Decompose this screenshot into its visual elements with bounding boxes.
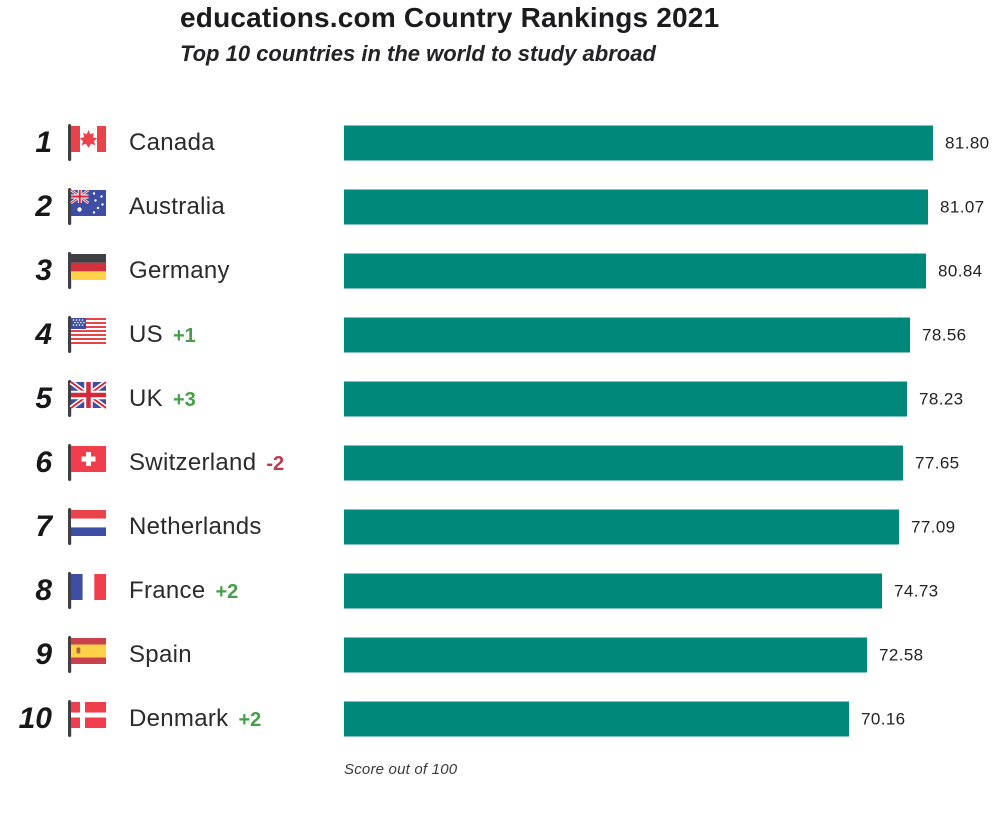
rank-change-badge: +2	[215, 581, 239, 603]
denmark-flag-icon	[65, 699, 109, 739]
germany-flag-icon	[65, 251, 109, 291]
score-bar	[344, 317, 910, 353]
country-label: Switzerland -2	[129, 449, 284, 477]
us-flag-icon	[65, 315, 109, 355]
score-bar	[344, 573, 882, 609]
score-bar-area: 77.65	[344, 445, 960, 481]
ranking-row: 6 Switzerland -2 77.65	[0, 431, 1000, 495]
score-value: 77.65	[915, 453, 960, 472]
chart-subtitle: Top 10 countries in the world to study a…	[180, 41, 656, 66]
chart-header: educations.com Country Rankings 2021 Top…	[0, 0, 1000, 67]
ranking-row: 5 UK +3 78.23	[0, 367, 1000, 431]
score-value: 77.09	[911, 517, 956, 536]
rank-number: 4	[35, 318, 52, 351]
score-bar	[344, 701, 849, 737]
score-bar	[344, 125, 933, 161]
country-label: Australia	[129, 193, 225, 221]
country-name: Germany	[129, 257, 230, 284]
country-name: Australia	[129, 193, 226, 220]
spain-flag-icon	[65, 635, 109, 675]
chart-title: educations.com Country Rankings 2021	[180, 2, 720, 33]
score-bar-area: 81.80	[344, 125, 990, 161]
country-label: Denmark +2	[129, 705, 261, 733]
rank-number: 1	[35, 126, 52, 159]
uk-flag-icon	[65, 379, 109, 419]
country-name: Canada	[129, 129, 215, 156]
score-bar	[344, 381, 907, 417]
rank-number: 9	[35, 638, 52, 671]
country-label: US +1	[129, 321, 196, 349]
ranking-row: 4 US +1 78.56	[0, 303, 1000, 367]
score-bar-area: 74.73	[344, 573, 939, 609]
score-bar-area: 78.23	[344, 381, 964, 417]
score-value: 81.80	[945, 133, 990, 152]
country-label: Canada	[129, 129, 215, 157]
score-bar	[344, 189, 928, 225]
rank-change-badge: -2	[266, 453, 285, 475]
rank-number: 2	[35, 190, 52, 223]
score-value: 78.23	[919, 389, 964, 408]
score-bar-area: 81.07	[344, 189, 985, 225]
country-name: UK	[129, 385, 163, 412]
australia-flag-icon	[65, 187, 109, 227]
score-bar-area: 80.84	[344, 253, 983, 289]
score-value: 80.84	[938, 261, 983, 280]
score-value: 74.73	[894, 581, 939, 600]
ranking-list: 1 Canada 81.80 2 Australia 81.07 3 Germa…	[0, 111, 1000, 751]
rank-change-badge: +3	[172, 389, 196, 411]
score-bar-area: 72.58	[344, 637, 924, 673]
rank-change-badge: +2	[238, 709, 262, 731]
country-name: Denmark	[129, 705, 229, 732]
ranking-row: 10 Denmark +2 70.16	[0, 687, 1000, 751]
ranking-row: 2 Australia 81.07	[0, 175, 1000, 239]
score-bar-area: 77.09	[344, 509, 956, 545]
score-bar	[344, 445, 903, 481]
score-bar	[344, 637, 867, 673]
rank-number: 7	[35, 510, 52, 543]
netherlands-flag-icon	[65, 507, 109, 547]
country-label: France +2	[129, 577, 238, 605]
rank-number: 6	[35, 446, 52, 479]
ranking-row: 7 Netherlands 77.09	[0, 495, 1000, 559]
country-label: Spain	[129, 641, 192, 669]
country-name: Switzerland	[129, 449, 257, 476]
score-bar-area: 78.56	[344, 317, 967, 353]
ranking-row: 9 Spain 72.58	[0, 623, 1000, 687]
ranking-row: 1 Canada 81.80	[0, 111, 1000, 175]
country-name: US	[129, 321, 163, 348]
score-value: 78.56	[922, 325, 967, 344]
chart-footnote: Score out of 100	[344, 761, 458, 778]
country-label: Germany	[129, 257, 230, 285]
score-value: 81.07	[940, 197, 985, 216]
country-label: Netherlands	[129, 513, 262, 541]
rank-change-badge: +1	[172, 325, 196, 347]
score-bar	[344, 509, 899, 545]
score-bar-area: 70.16	[344, 701, 906, 737]
switzerland-flag-icon	[65, 443, 109, 483]
rank-number: 8	[35, 574, 52, 607]
rank-number: 3	[35, 254, 52, 287]
ranking-row: 3 Germany 80.84	[0, 239, 1000, 303]
country-name: France	[129, 577, 206, 604]
country-label: UK +3	[129, 385, 196, 413]
country-name: Spain	[129, 641, 192, 668]
canada-flag-icon	[65, 123, 109, 163]
score-value: 70.16	[861, 709, 906, 728]
score-value: 72.58	[879, 645, 924, 664]
rank-number: 5	[35, 382, 52, 415]
rank-number: 10	[18, 702, 52, 735]
country-name: Netherlands	[129, 513, 262, 540]
ranking-row: 8 France +2 74.73	[0, 559, 1000, 623]
score-bar	[344, 253, 926, 289]
france-flag-icon	[65, 571, 109, 611]
